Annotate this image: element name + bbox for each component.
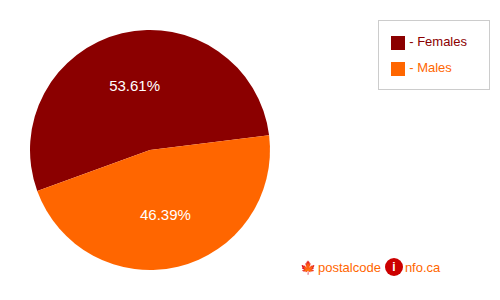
html-text:i: i	[392, 260, 396, 274]
html-text:- Females: - Females	[409, 34, 467, 49]
html-text:nfo.ca: nfo.ca	[404, 259, 441, 275]
svg-text:46.39%: 46.39%	[140, 206, 191, 223]
html-text:🍁postalcode: 🍁postalcode	[300, 259, 381, 275]
svg-text:53.61%: 53.61%	[109, 77, 160, 94]
html-text:- Males: - Males	[409, 60, 452, 75]
